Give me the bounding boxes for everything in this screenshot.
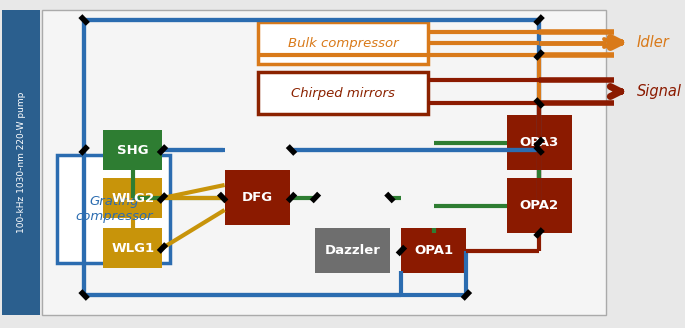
Bar (103, 178, 162, 218)
Bar (258, 72, 428, 114)
Text: 100-kHz 1030-nm 220-W pump: 100-kHz 1030-nm 220-W pump (16, 92, 25, 233)
Bar (2, 10, 40, 315)
Bar (42, 10, 606, 315)
Text: OPA3: OPA3 (519, 136, 559, 149)
Text: OPA1: OPA1 (414, 244, 453, 257)
Bar (507, 115, 571, 170)
Bar (58, 155, 170, 263)
Text: Signal: Signal (636, 84, 682, 99)
Bar (225, 170, 290, 225)
Bar (401, 228, 466, 273)
Text: Bulk compressor: Bulk compressor (288, 36, 399, 50)
Bar (315, 228, 390, 273)
Bar (258, 22, 428, 64)
Bar (103, 130, 162, 170)
Text: Idler: Idler (636, 35, 669, 50)
Text: Grating
compressor: Grating compressor (75, 195, 153, 223)
Text: WLG1: WLG1 (111, 241, 154, 255)
Text: WLG2: WLG2 (111, 192, 154, 204)
Text: DFG: DFG (242, 191, 273, 204)
Bar (103, 228, 162, 268)
Text: Dazzler: Dazzler (325, 244, 381, 257)
Text: SHG: SHG (117, 144, 149, 156)
Text: OPA2: OPA2 (519, 199, 559, 212)
Bar (507, 178, 571, 233)
Text: Chirped mirrors: Chirped mirrors (291, 87, 395, 99)
